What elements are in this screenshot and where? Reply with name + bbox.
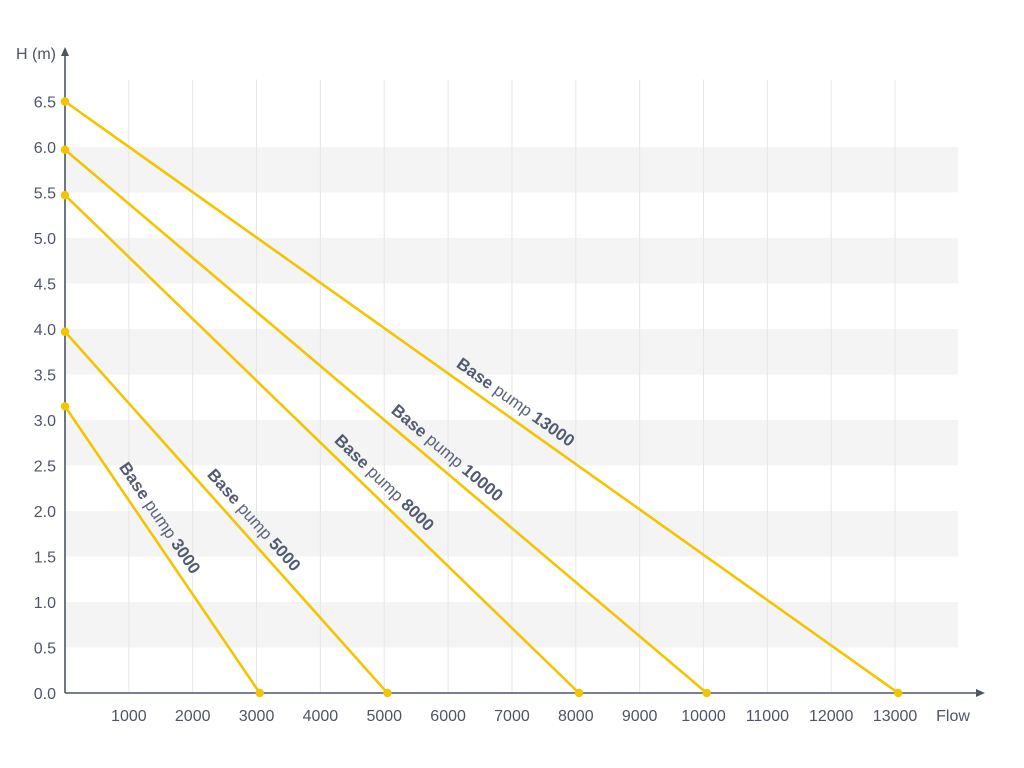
x-tick-label: 9000 bbox=[622, 708, 658, 725]
grid-lines bbox=[128, 79, 896, 693]
series-point bbox=[702, 688, 711, 698]
series-point bbox=[60, 402, 70, 411]
series-point bbox=[60, 327, 70, 336]
y-tick-label: 4.5 bbox=[34, 277, 56, 294]
series-line bbox=[63, 193, 581, 695]
y-tick-label: 2.5 bbox=[34, 459, 56, 476]
x-tick-label: 6000 bbox=[430, 708, 466, 725]
series-line bbox=[63, 100, 900, 695]
series-point bbox=[894, 688, 903, 698]
y-tick-label: 3.0 bbox=[34, 413, 56, 430]
y-tick-label: 2.0 bbox=[34, 504, 56, 521]
x-tick-labels: 1000 2000 3000 4000 5000 6000 7000 8000 9000 1000… bbox=[111, 708, 917, 725]
x-tick-label: 12000 bbox=[809, 708, 854, 725]
x-tick-label: 11000 bbox=[746, 708, 789, 725]
series-group bbox=[60, 97, 903, 698]
x-tick-label: 4000 bbox=[303, 708, 339, 725]
x-tick-label: 3000 bbox=[239, 708, 275, 725]
x-tick-label: 7000 bbox=[494, 708, 530, 725]
series-point bbox=[60, 145, 70, 154]
y-tick-label: 6.5 bbox=[34, 95, 56, 112]
series-point bbox=[574, 688, 584, 698]
y-axis-title: H (m) bbox=[16, 46, 56, 63]
y-tick-label: 3.5 bbox=[34, 368, 56, 385]
x-tick-label: 2000 bbox=[175, 708, 211, 725]
x-tick-label: 13000 bbox=[873, 708, 918, 725]
y-tick-label: 5.5 bbox=[34, 186, 56, 203]
series-point bbox=[60, 191, 70, 200]
y-tick-label: 4.0 bbox=[34, 322, 56, 339]
x-tick-label: 8000 bbox=[558, 708, 594, 725]
x-axis-arrow-icon bbox=[976, 689, 985, 697]
series-label-number: 10000 bbox=[458, 460, 506, 505]
y-tick-label: 6.0 bbox=[34, 140, 56, 157]
series-point bbox=[60, 97, 70, 106]
axes: Flow H (m) bbox=[16, 46, 985, 725]
series-label-light: pump bbox=[486, 378, 539, 424]
y-tick-label: 0.0 bbox=[34, 686, 56, 703]
x-tick-label: 1000 bbox=[111, 708, 147, 725]
y-axis-arrow-icon bbox=[61, 47, 69, 56]
series-line bbox=[63, 148, 708, 695]
y-tick-label: 1.5 bbox=[34, 550, 56, 567]
y-tick-label: 5.0 bbox=[34, 231, 56, 248]
series-line bbox=[63, 330, 389, 695]
x-tick-label: 10000 bbox=[681, 708, 726, 725]
y-tick-labels: 0.0 0.5 1.0 1.5 2.0 2.5 3.0 3.5 4.0 4.5 5.0 5.5 6.0 6… bbox=[34, 95, 56, 704]
series-point bbox=[255, 688, 264, 698]
x-tick-label: 5000 bbox=[366, 708, 402, 725]
y-tick-label: 0.5 bbox=[34, 641, 56, 658]
series-line bbox=[63, 405, 262, 695]
series-label-light: pump bbox=[360, 459, 411, 509]
y-tick-label: 1.0 bbox=[34, 595, 56, 612]
x-axis-title: Flow bbox=[936, 708, 970, 725]
series-point bbox=[383, 688, 392, 698]
